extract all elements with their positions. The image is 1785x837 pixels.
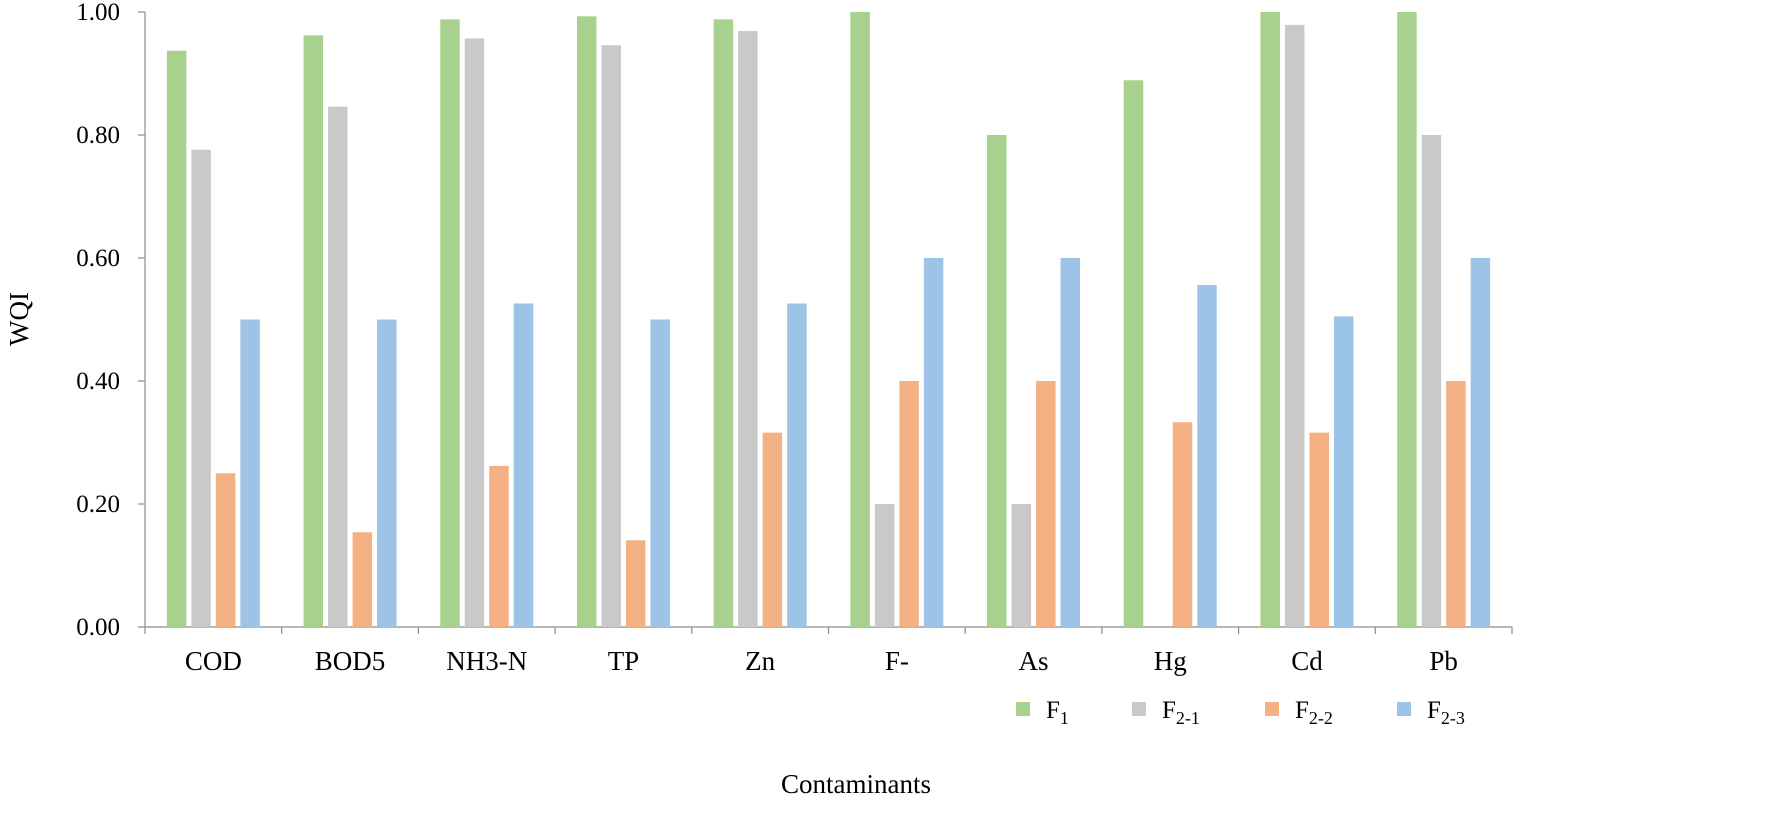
y-tick-label: 0.20 — [76, 491, 120, 518]
y-tick-label: 0.80 — [76, 122, 120, 149]
axes — [138, 11, 1513, 634]
bar-f2-1 — [1011, 504, 1032, 627]
x-axis-title: Contaminants — [781, 769, 931, 799]
bar-f2-1 — [738, 31, 758, 627]
y-tick-label: 0.00 — [76, 614, 120, 641]
legend-swatch — [1016, 702, 1030, 716]
legend: F1 F2-1 F2-2 F2-3 — [1016, 697, 1465, 728]
x-tick-label: Hg — [1154, 646, 1187, 676]
bar-f1 — [440, 19, 460, 627]
bar-f2-3 — [1333, 316, 1354, 627]
y-tick-label: 0.60 — [76, 245, 120, 272]
bar-f1 — [987, 135, 1007, 627]
bar-f2-2 — [489, 465, 509, 627]
bar-f1 — [303, 35, 324, 628]
bar-f1 — [1123, 80, 1144, 627]
bar-f2-3 — [923, 258, 944, 627]
y-axis-title: WQI — [4, 292, 34, 346]
legend-label: F2-1 — [1162, 697, 1200, 728]
bar-f2-1 — [1284, 24, 1305, 628]
bar-f2-2 — [1172, 422, 1193, 627]
bar-f2-2 — [625, 540, 646, 627]
legend-swatch — [1132, 702, 1146, 716]
x-tick-label: Zn — [745, 646, 775, 676]
x-tick-label: BOD5 — [315, 646, 386, 676]
bar-f2-2 — [1446, 381, 1466, 627]
bar-f2-3 — [513, 303, 534, 627]
x-tick-label: COD — [185, 646, 242, 676]
bar-f2-1 — [601, 45, 621, 627]
legend-label: F2-3 — [1427, 697, 1465, 728]
bar-f2-1 — [328, 106, 348, 627]
bar-f2-3 — [1060, 258, 1081, 627]
x-tick-label: TP — [608, 646, 640, 676]
bar-f1 — [576, 16, 597, 628]
y-tick-label: 1.00 — [76, 0, 120, 26]
bar-f2-2 — [1309, 432, 1329, 627]
axis-labels: 0.00 0.20 0.40 0.60 0.80 1.00 COD BOD5 NH3-N TP Zn… — [76, 0, 1458, 676]
bar-f2-1 — [191, 149, 211, 627]
legend-label: F2-2 — [1295, 697, 1333, 728]
bar-f1 — [850, 12, 870, 627]
y-tick-label: 0.40 — [76, 368, 120, 395]
x-tick-label: Cd — [1291, 646, 1323, 676]
bar-f2-3 — [787, 303, 807, 627]
bar-f2-1 — [874, 504, 895, 627]
bar-f2-2 — [899, 381, 919, 627]
bar-f2-3 — [1197, 285, 1217, 627]
bars — [166, 12, 1491, 628]
bar-f1 — [1260, 12, 1280, 627]
x-tick-label: As — [1019, 646, 1049, 676]
legend-label: F1 — [1046, 697, 1069, 728]
x-tick-label: F- — [885, 646, 909, 676]
bar-f2-3 — [1470, 258, 1491, 627]
bar-f1 — [713, 19, 734, 627]
x-tick-label: Pb — [1429, 646, 1458, 676]
bar-f2-1 — [1421, 135, 1442, 627]
bar-f2-3 — [377, 319, 397, 627]
bar-f1 — [1397, 12, 1417, 627]
bar-f2-3 — [650, 319, 670, 627]
bar-f1 — [166, 50, 187, 628]
bar-f2-1 — [464, 38, 485, 627]
bar-f2-2 — [352, 532, 373, 627]
bar-f2-2 — [762, 432, 783, 627]
bar-f2-3 — [240, 319, 260, 627]
bar-f2-2 — [1036, 381, 1056, 627]
bar-f2-2 — [215, 473, 236, 627]
legend-swatch — [1265, 702, 1279, 716]
legend-swatch — [1397, 702, 1411, 716]
x-tick-label: NH3-N — [446, 646, 527, 676]
